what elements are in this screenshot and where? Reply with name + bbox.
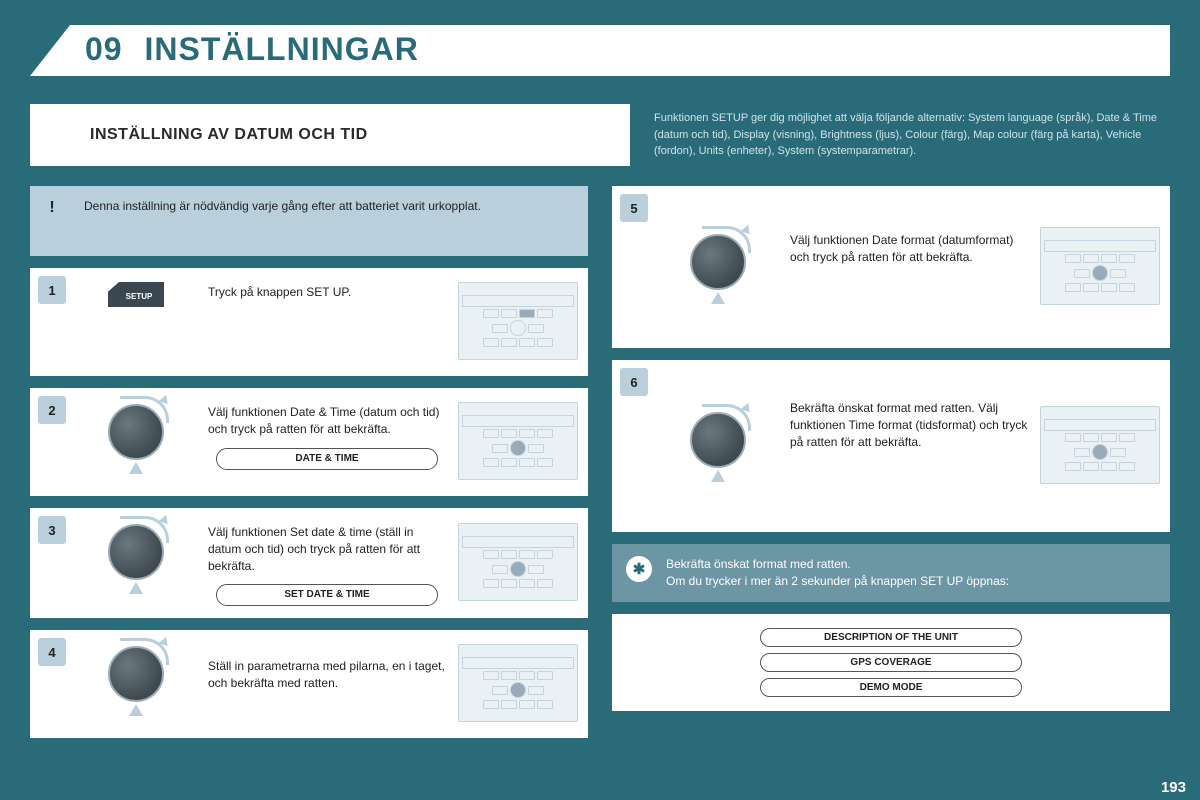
step-6: 6 Bekräfta önskat format med ratten. Väl… (612, 360, 1170, 532)
step-4: 4 Ställ in parametrarna med pilarna, en … (30, 630, 588, 738)
knob-icon (108, 524, 164, 580)
manual-page: 09 INSTÄLLNINGAR INSTÄLLNING AV DATUM OC… (30, 25, 1170, 770)
knob-icon (108, 404, 164, 460)
tip-pills-block: DESCRIPTION OF THE UNIT GPS COVERAGE DEM… (612, 614, 1170, 711)
knob-icon (108, 646, 164, 702)
radio-panel-icon (458, 523, 578, 601)
knob-icon (690, 412, 746, 468)
menu-pill: DEMO MODE (760, 678, 1022, 697)
menu-pill: DATE & TIME (216, 448, 438, 470)
right-column: 5 Välj funktionen Date format (datumform… (612, 186, 1170, 770)
step-text: Bekräfta önskat format med ratten. Välj … (778, 370, 1036, 450)
radio-panel-icon (458, 282, 578, 360)
step-text: Välj funktionen Set date & time (ställ i… (196, 518, 454, 606)
step-number: 6 (620, 368, 648, 396)
radio-panel-icon (458, 402, 578, 480)
step-text: Ställ in parametrarna med pilarna, en i … (196, 640, 454, 692)
step-text: Tryck på knappen SET UP. (196, 278, 454, 301)
chapter-number: 09 (85, 31, 123, 67)
tip-bar: ✱ Bekräfta önskat format med ratten. Om … (612, 544, 1170, 602)
notice-text: Denna inställning är nödvändig varje gån… (40, 196, 578, 215)
step-number: 3 (38, 516, 66, 544)
tip-star-icon: ✱ (626, 556, 652, 582)
page-number: 193 (1161, 779, 1186, 796)
notice-box: ! Denna inställning är nödvändig varje g… (30, 186, 588, 256)
chapter-header: 09 INSTÄLLNINGAR (30, 25, 1170, 76)
step-text: Välj funktionen Date format (datumformat… (778, 196, 1036, 266)
setup-button-icon: SETUP (108, 282, 165, 307)
step-number: 1 (38, 276, 66, 304)
step-2: 2 Välj funktionen Date & Time (datum och… (30, 388, 588, 496)
left-column: ! Denna inställning är nödvändig varje g… (30, 186, 588, 770)
step-5: 5 Välj funktionen Date format (datumform… (612, 186, 1170, 348)
step-number: 4 (38, 638, 66, 666)
step-3: 3 Välj funktionen Set date & time (ställ… (30, 508, 588, 618)
menu-pill: DESCRIPTION OF THE UNIT (760, 628, 1022, 647)
columns: ! Denna inställning är nödvändig varje g… (30, 186, 1170, 770)
step-number: 5 (620, 194, 648, 222)
step-text: Välj funktionen Date & Time (datum och t… (196, 398, 454, 470)
radio-panel-icon (458, 644, 578, 722)
radio-panel-icon (1040, 227, 1160, 305)
step-1: 1 SETUP Tryck på knappen SET UP. (30, 268, 588, 376)
section-intro: Funktionen SETUP ger dig möjlighet att v… (654, 104, 1170, 166)
menu-pill: GPS COVERAGE (760, 653, 1022, 672)
tip-text: Bekräfta önskat format med ratten. Om du… (666, 556, 1009, 590)
radio-panel-icon (1040, 406, 1160, 484)
menu-pill: SET DATE & TIME (216, 584, 438, 606)
subtitle-row: INSTÄLLNING AV DATUM OCH TID Funktionen … (30, 104, 1170, 166)
section-subtitle: INSTÄLLNING AV DATUM OCH TID (30, 104, 630, 166)
chapter-title: INSTÄLLNINGAR (144, 31, 418, 67)
step-number: 2 (38, 396, 66, 424)
warning-icon: ! (38, 194, 66, 222)
knob-icon (690, 234, 746, 290)
